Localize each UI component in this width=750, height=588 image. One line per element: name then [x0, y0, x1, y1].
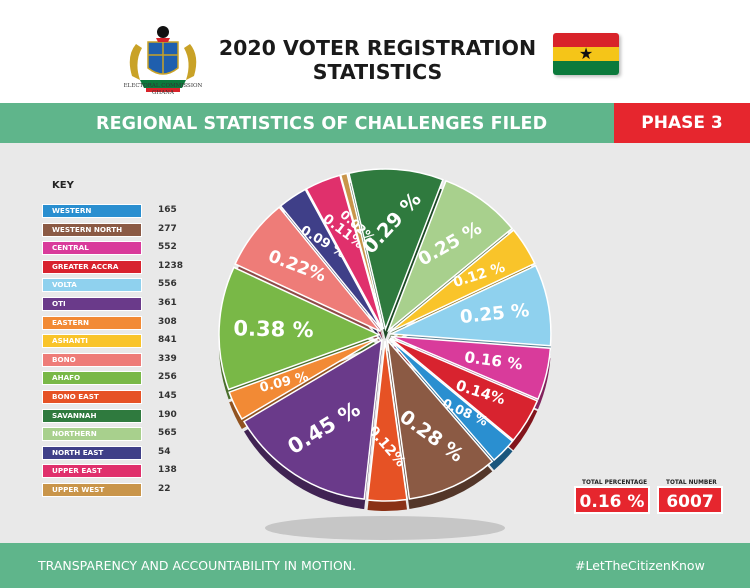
- key-item-label: ASHANTI: [52, 336, 88, 346]
- key-item-label: AHAFO: [52, 373, 81, 383]
- key-item-value: 308: [158, 316, 177, 327]
- key-item-label: SAVANNAH: [52, 410, 97, 420]
- pie-slice: [234, 206, 381, 332]
- key-item-value: 556: [158, 279, 177, 290]
- key-swatch: [42, 222, 142, 237]
- key-swatch: [42, 278, 142, 293]
- pie-slice: [339, 172, 385, 330]
- emblem-caption-line2: GHANA: [152, 90, 174, 96]
- coat-of-arms-icon: [129, 26, 197, 92]
- key-swatch: [42, 408, 142, 423]
- key-swatch: [42, 445, 142, 460]
- pie-slice: [390, 335, 552, 401]
- pie-slice: [388, 264, 552, 347]
- key-item-label: WESTERN NORTH: [52, 224, 123, 234]
- pie-slice: [228, 336, 380, 421]
- key-swatch: [42, 204, 142, 218]
- key-item-value: 552: [158, 242, 177, 253]
- pie-slice: [388, 338, 514, 462]
- title-line1: 2020 VOTER REGISTRATION: [218, 36, 537, 60]
- key-item-label: BONO: [52, 354, 76, 364]
- pie-slice: [386, 179, 514, 333]
- key-item-label: VOLTA: [52, 280, 77, 290]
- key-swatch: [42, 352, 142, 367]
- key-swatch: [42, 297, 142, 311]
- footer-tagline: TRANSPARENCY AND ACCOUNTABILITY IN MOTIO…: [38, 558, 357, 573]
- total-percentage-label: TOTAL PERCENTAGE: [582, 480, 648, 486]
- key-item-label: UPPER WEST: [52, 485, 105, 494]
- key-item-value: 361: [158, 298, 177, 308]
- pie-slice: [218, 266, 381, 391]
- key-item-label: NORTH EAST: [52, 447, 104, 457]
- title-line2: STATISTICS: [312, 60, 443, 84]
- pie-slice: [389, 229, 536, 333]
- key-swatch: [42, 259, 142, 274]
- pie-slice: [366, 340, 408, 502]
- pie-shadow: [265, 516, 505, 540]
- key-item-label: CENTRAL: [52, 243, 89, 253]
- total-number-value: 6007: [657, 486, 723, 514]
- key-swatch: [42, 315, 142, 330]
- pie-slice: [386, 338, 494, 500]
- key-item-value: 22: [158, 484, 171, 494]
- key-swatch: [42, 464, 142, 479]
- key-swatch: [42, 483, 142, 497]
- key-item-label: BONO EAST: [52, 392, 99, 401]
- key-swatch: [42, 390, 142, 404]
- key-item-value: 277: [158, 223, 177, 234]
- page-title: 2020 VOTER REGISTRATION STATISTICS: [215, 36, 540, 84]
- key-item-label: EASTERN: [52, 317, 90, 327]
- pie-slice-label: 0.38 %: [233, 316, 314, 342]
- total-number-label: TOTAL NUMBER: [666, 480, 717, 486]
- key-item-value: 841: [158, 335, 177, 346]
- key-swatch: [42, 241, 142, 256]
- key-swatch: [42, 334, 142, 349]
- key-item-value: 1238: [158, 260, 184, 271]
- key-item-value: 256: [158, 372, 177, 383]
- key-item-label: UPPER EAST: [52, 466, 102, 476]
- total-percentage-value: 0.16 %: [574, 486, 650, 514]
- pie-slice: [279, 188, 383, 331]
- key-item-value: 145: [158, 391, 177, 401]
- key-item-label: OTI: [52, 299, 66, 308]
- key-item-value: 339: [158, 353, 177, 364]
- key-item-value: 165: [158, 205, 177, 215]
- ghana-flag-icon: ★: [553, 33, 619, 75]
- header: [0, 0, 750, 103]
- banner-title: REGIONAL STATISTICS OF CHALLENGES FILED: [96, 114, 548, 134]
- key-swatch: [42, 371, 142, 386]
- pie-slice: [348, 168, 444, 332]
- pie-slice: [389, 337, 539, 442]
- key-item-value: 138: [158, 465, 177, 476]
- key-item-label: GREATER ACCRA: [52, 261, 119, 271]
- pie-chart: 0.29 %0.25 %0.12 %0.25 %0.16 %0.14%0.08 …: [218, 168, 552, 540]
- footer: [0, 543, 750, 588]
- key-title: KEY: [52, 180, 74, 191]
- footer-hashtag: #LetTheCitizenKnow: [575, 558, 705, 573]
- key-item-value: 54: [158, 446, 171, 457]
- emblem-caption-line1: ELECTORAL COMMISSION: [123, 83, 203, 89]
- phase-badge: PHASE 3: [614, 103, 750, 143]
- key-item-label: NORTHERN: [52, 429, 97, 439]
- key-item-label: WESTERN: [52, 206, 92, 215]
- emblem-caption: ELECTORAL COMMISSION GHANA: [110, 83, 216, 97]
- key-item-value: 565: [158, 428, 177, 439]
- key-item-value: 190: [158, 409, 177, 420]
- key-swatch: [42, 427, 142, 442]
- pie-slice: [242, 338, 383, 500]
- pie-slice: [305, 174, 384, 330]
